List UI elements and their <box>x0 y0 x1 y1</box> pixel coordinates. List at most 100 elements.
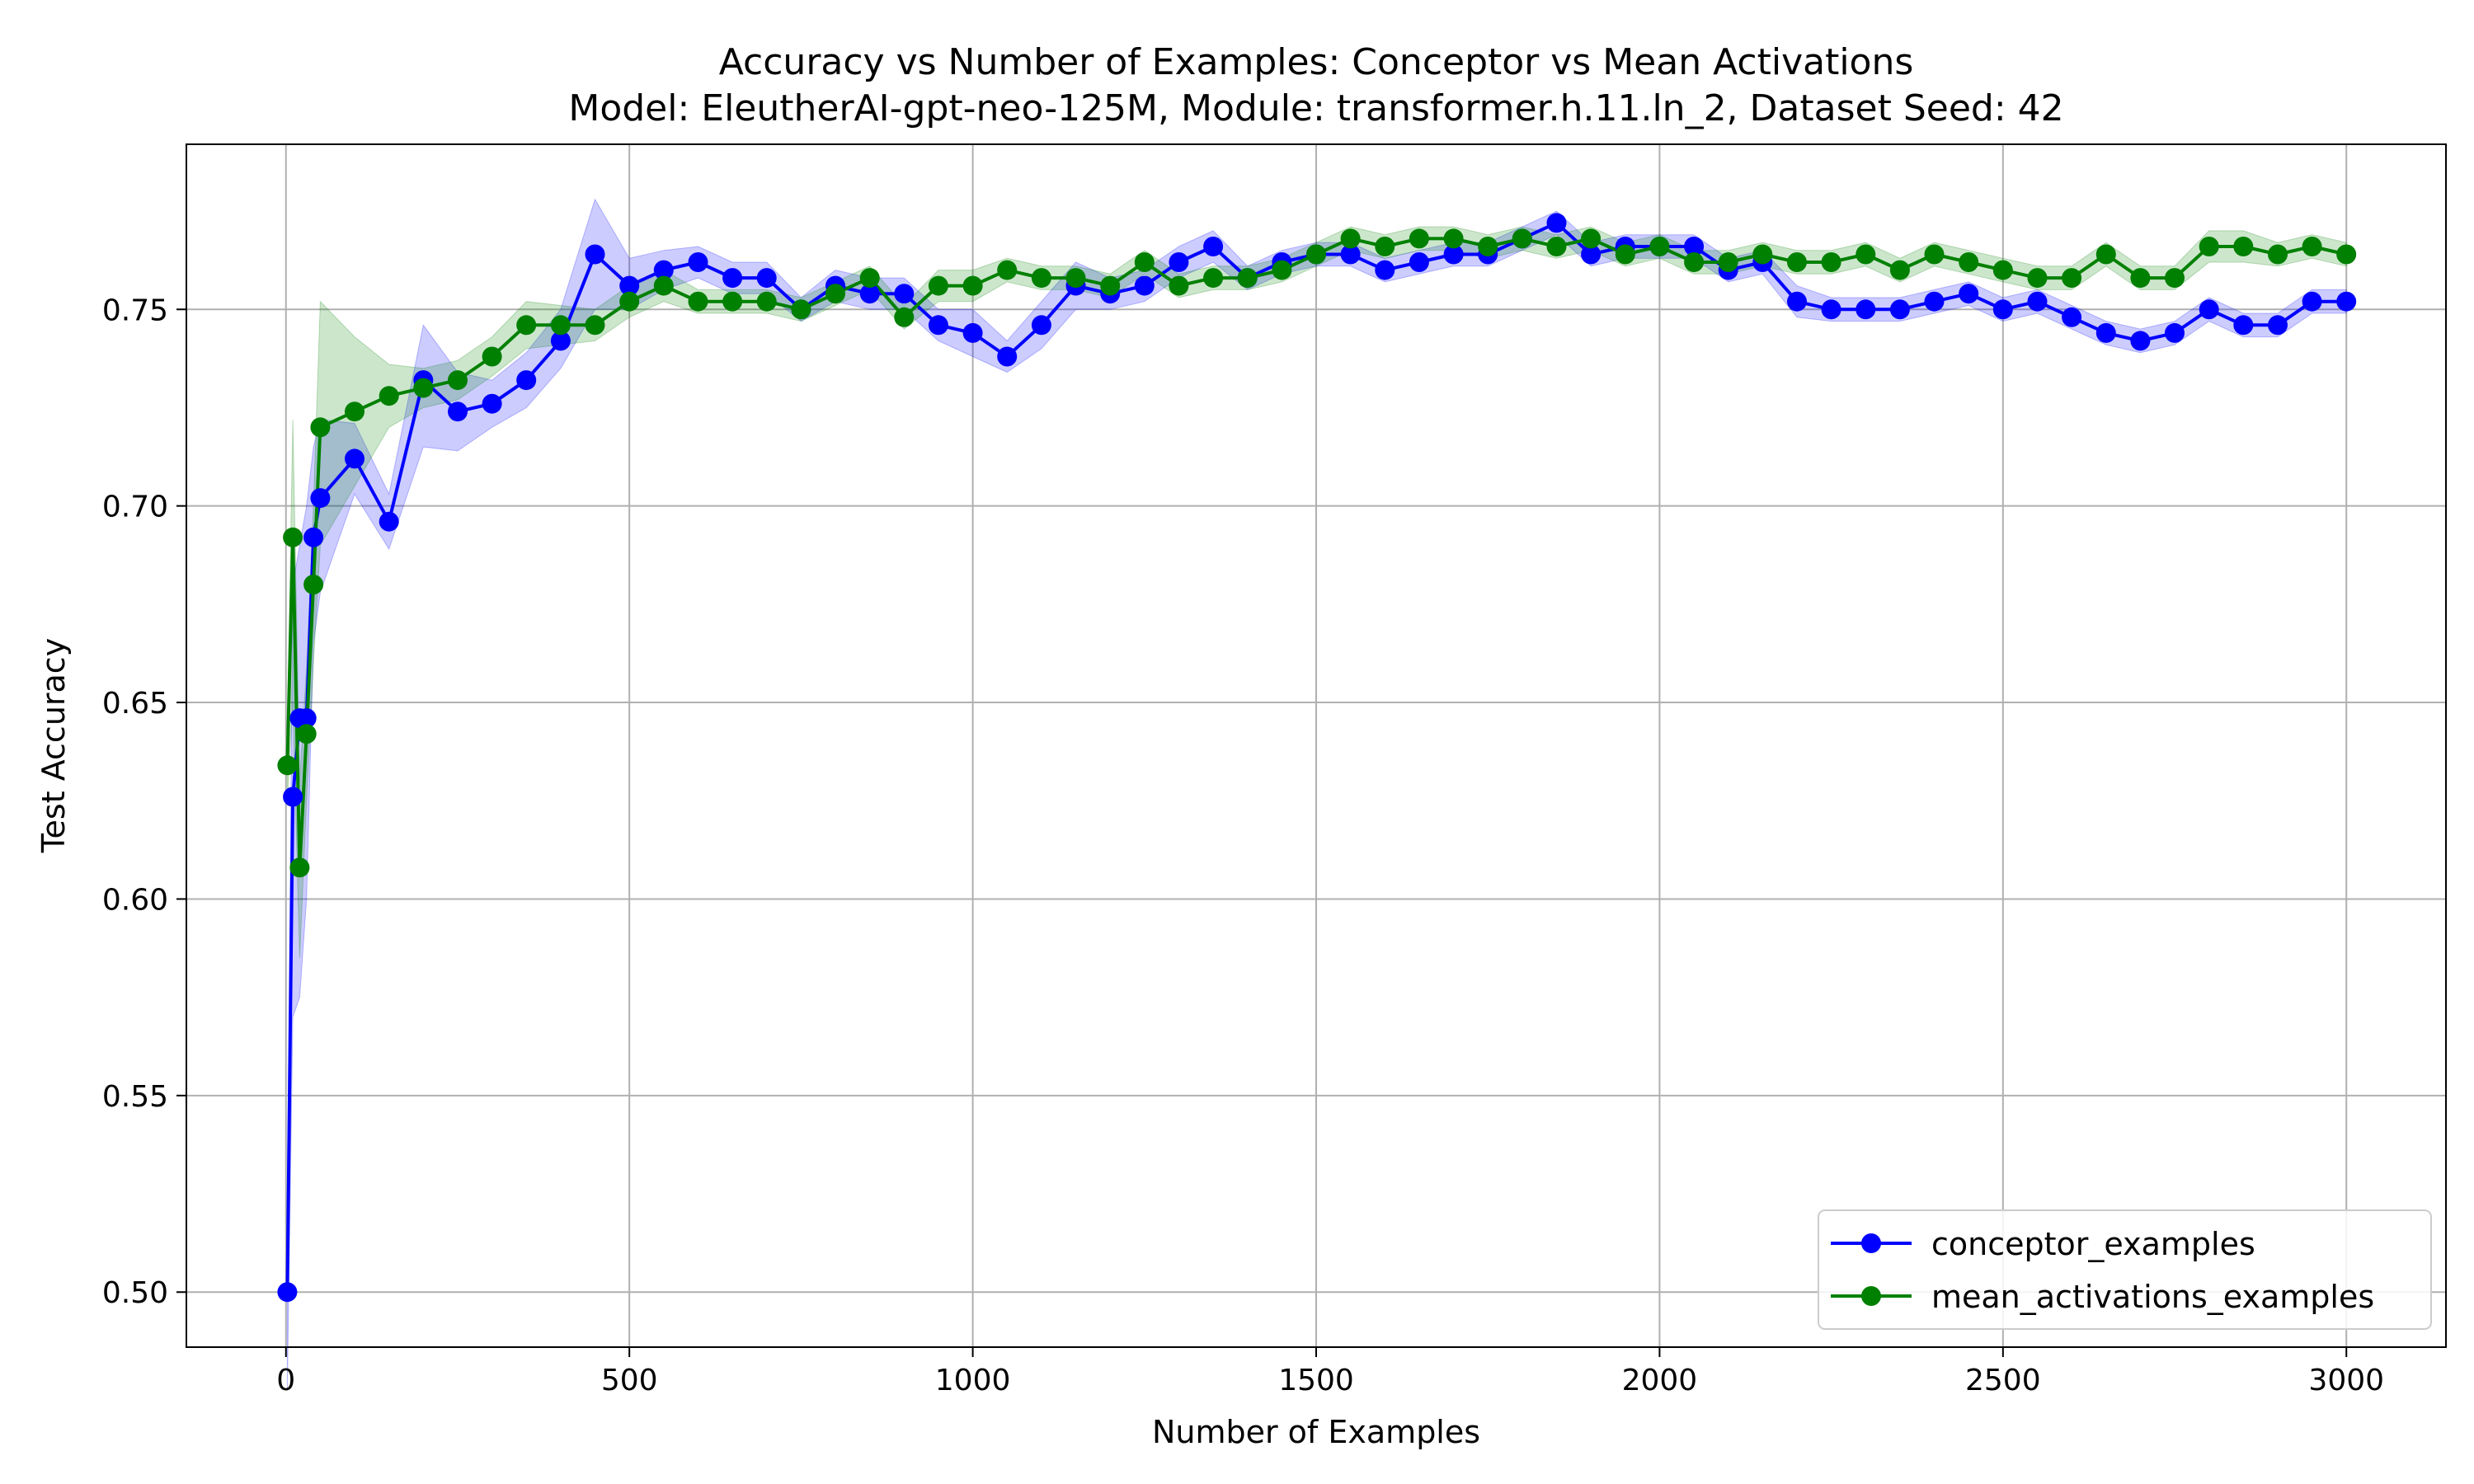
data-point-mean-activations <box>997 260 1018 280</box>
data-point-mean-activations <box>413 378 434 398</box>
data-point-mean-activations <box>1340 228 1361 249</box>
data-point-conceptor <box>2268 315 2288 336</box>
data-point-mean-activations <box>1237 268 1258 289</box>
data-point-mean-activations <box>1718 252 1738 272</box>
data-point-conceptor <box>585 244 605 265</box>
data-point-mean-activations <box>277 755 298 776</box>
data-point-conceptor <box>2130 331 2151 351</box>
data-point-mean-activations <box>1306 244 1326 265</box>
data-point-mean-activations <box>2095 244 2116 265</box>
data-point-mean-activations <box>516 315 537 336</box>
x-tick-label: 2000 <box>1622 1364 1698 1397</box>
data-point-mean-activations <box>289 857 310 878</box>
x-tick-label: 500 <box>601 1364 658 1397</box>
data-point-mean-activations <box>962 275 983 296</box>
data-point-mean-activations <box>1100 275 1121 296</box>
data-point-mean-activations <box>791 299 811 320</box>
data-point-conceptor <box>296 708 317 729</box>
data-point-mean-activations <box>1752 244 1773 265</box>
data-point-mean-activations <box>1856 244 1876 265</box>
data-point-mean-activations <box>1959 252 1979 272</box>
x-tick-label: 2500 <box>1965 1364 2041 1397</box>
data-point-mean-activations <box>345 402 365 422</box>
data-point-mean-activations <box>1992 260 2013 280</box>
data-point-conceptor <box>688 252 708 272</box>
data-point-conceptor <box>722 268 743 289</box>
data-point-mean-activations <box>688 291 708 312</box>
data-point-conceptor <box>1031 315 1051 336</box>
data-point-mean-activations <box>1443 228 1464 249</box>
data-point-mean-activations <box>1821 252 1841 272</box>
data-point-conceptor <box>1134 275 1155 296</box>
data-point-mean-activations <box>1031 268 1051 289</box>
x-axis-ticks: 0 500 1000 1500 2000 2500 3000 <box>276 1347 2384 1397</box>
data-point-mean-activations <box>550 315 571 336</box>
data-point-conceptor <box>516 370 537 391</box>
data-point-conceptor <box>2027 291 2048 312</box>
data-point-conceptor <box>379 511 399 532</box>
data-point-mean-activations <box>1889 260 1910 280</box>
data-point-mean-activations <box>1272 260 1292 280</box>
data-point-mean-activations <box>2165 268 2185 289</box>
data-point-conceptor <box>1821 299 1841 320</box>
data-point-conceptor <box>1924 291 1945 312</box>
data-point-conceptor <box>2199 299 2219 320</box>
data-point-conceptor <box>2336 291 2357 312</box>
data-point-conceptor <box>1959 284 1979 304</box>
data-point-mean-activations <box>296 724 317 744</box>
data-point-conceptor <box>2233 315 2254 336</box>
data-point-mean-activations <box>1787 252 1807 272</box>
legend-box <box>1818 1209 2432 1330</box>
data-point-conceptor <box>2302 291 2322 312</box>
data-point-mean-activations <box>2268 244 2288 265</box>
data-point-mean-activations <box>1478 237 1498 256</box>
data-point-conceptor <box>619 275 640 296</box>
data-point-mean-activations <box>722 291 743 312</box>
data-point-conceptor <box>756 268 777 289</box>
legend-marker-conceptor <box>1861 1233 1881 1253</box>
data-point-mean-activations <box>1615 244 1635 265</box>
data-point-conceptor <box>1856 299 1876 320</box>
data-point-conceptor <box>894 284 915 304</box>
data-point-mean-activations <box>2062 268 2082 289</box>
data-point-mean-activations <box>1684 252 1705 272</box>
data-point-conceptor <box>310 488 331 509</box>
data-point-mean-activations <box>2027 268 2048 289</box>
data-point-mean-activations <box>1134 252 1155 272</box>
data-point-mean-activations <box>448 370 468 391</box>
data-point-mean-activations <box>1512 228 1532 249</box>
data-point-conceptor <box>345 448 365 469</box>
y-tick-label: 0.70 <box>102 491 168 524</box>
data-point-mean-activations <box>1546 237 1567 256</box>
data-point-mean-activations <box>283 527 303 547</box>
data-point-conceptor <box>1375 260 1395 280</box>
data-point-conceptor <box>1203 237 1224 256</box>
data-point-mean-activations <box>825 284 845 304</box>
data-point-conceptor <box>997 346 1018 367</box>
data-point-conceptor <box>1889 299 1910 320</box>
data-point-conceptor <box>1546 213 1567 233</box>
data-point-mean-activations <box>2130 268 2151 289</box>
legend-marker-mean-activations <box>1861 1286 1881 1306</box>
x-tick-label: 1500 <box>1278 1364 1354 1397</box>
data-point-conceptor <box>303 527 324 547</box>
data-point-conceptor <box>1443 244 1464 265</box>
data-point-mean-activations <box>379 386 399 406</box>
data-point-mean-activations <box>2199 237 2219 256</box>
data-point-mean-activations <box>310 417 331 438</box>
data-point-mean-activations <box>1409 228 1429 249</box>
data-point-conceptor <box>962 322 983 343</box>
data-point-mean-activations <box>585 315 605 336</box>
data-point-mean-activations <box>1581 228 1602 249</box>
x-axis-label: Number of Examples <box>1152 1414 1480 1450</box>
data-point-mean-activations <box>1169 275 1189 296</box>
data-point-mean-activations <box>482 346 502 367</box>
data-point-mean-activations <box>2336 244 2357 265</box>
grid-lines <box>186 144 2446 1347</box>
x-tick-label: 0 <box>276 1364 295 1397</box>
data-point-conceptor <box>277 1282 298 1303</box>
data-point-mean-activations <box>653 275 674 296</box>
data-point-mean-activations <box>1203 268 1224 289</box>
data-point-conceptor <box>653 260 674 280</box>
